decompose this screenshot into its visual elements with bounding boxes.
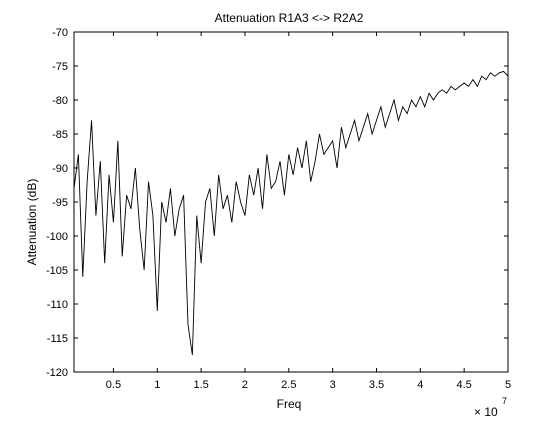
x-tick-label: 1.5 [193, 379, 208, 391]
x-ticks: 0.5 1 1.5 2 2.5 3 3.5 4 4.5 5 [106, 32, 511, 391]
y-tick-label: -75 [52, 61, 68, 73]
x-exponent-power: 7 [502, 396, 507, 406]
y-tick-label: -105 [46, 265, 68, 277]
x-tick-label: 5 [505, 379, 511, 391]
y-tick-label: -100 [46, 231, 68, 243]
x-axis-label: Freq [277, 397, 302, 411]
y-tick-label: -80 [52, 95, 68, 107]
y-tick-label: -115 [47, 333, 68, 345]
x-tick-label: 0.5 [106, 379, 121, 391]
x-tick-label: 4 [417, 379, 423, 391]
series-group [73, 70, 509, 356]
y-tick-label: -95 [52, 197, 68, 209]
x-tick-label: 3.5 [369, 379, 384, 391]
y-tick-label: -120 [46, 367, 68, 379]
series-line [73, 70, 509, 356]
y-tick-label: -70 [52, 27, 68, 39]
x-tick-label: 2.5 [281, 379, 296, 391]
x-exponent-label: × 10 [474, 405, 498, 419]
x-tick-label: 4.5 [457, 379, 472, 391]
y-tick-label: -90 [52, 163, 68, 175]
x-tick-label: 3 [330, 379, 336, 391]
x-tick-label: 1 [154, 379, 160, 391]
y-tick-label: -85 [52, 129, 68, 141]
y-axis-label: Attenuation (dB) [25, 179, 39, 266]
y-tick-label: -110 [47, 299, 68, 311]
chart-title: Attenuation R1A3 <-> R2A2 [215, 11, 364, 25]
y-ticks: -70 -75 -80 -85 -90 -95 -100 -105 -110 -115 -120 [46, 27, 508, 379]
x-tick-label: 2 [242, 379, 248, 391]
